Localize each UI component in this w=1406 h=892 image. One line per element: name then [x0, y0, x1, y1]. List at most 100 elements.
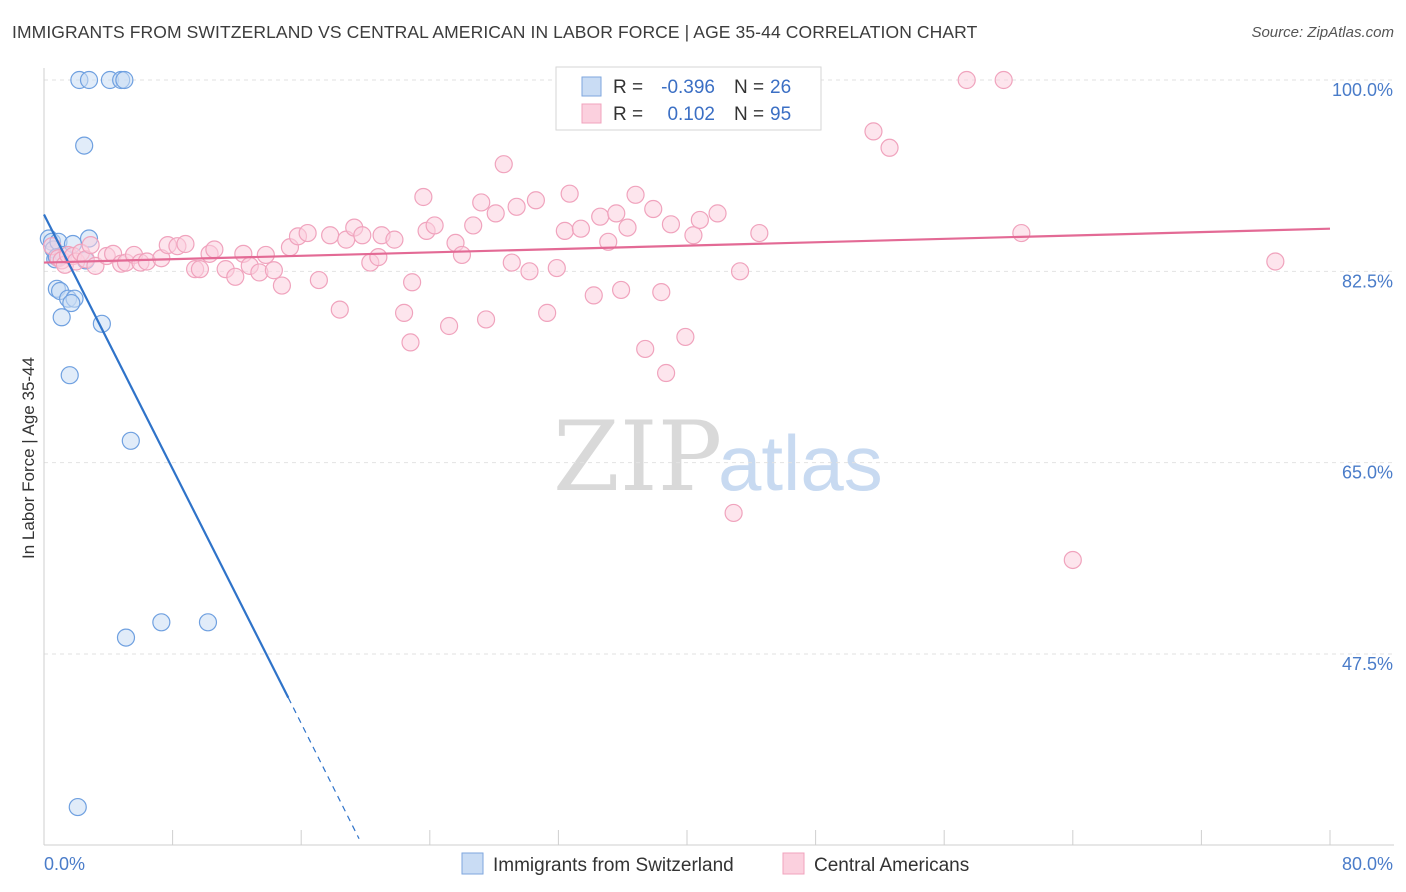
gridlines: [44, 79, 1394, 655]
source-credit: Source: ZipAtlas.com: [1251, 24, 1394, 41]
series-central-points: [42, 70, 1285, 570]
legend-n-label-1: N =: [734, 77, 764, 98]
point-central: [256, 245, 275, 265]
watermark: ZIP atlas: [553, 401, 883, 513]
point-central: [571, 219, 591, 238]
bottom-legend-swatch-switzerland: [461, 852, 484, 875]
point-central: [298, 223, 317, 243]
trendline-switzerland-extension: [287, 697, 360, 840]
point-central: [636, 339, 655, 359]
x-tick-label-max: 80.0%: [1342, 854, 1393, 874]
point-central: [464, 216, 483, 235]
point-central: [880, 138, 899, 157]
point-central: [1266, 252, 1285, 271]
legend-n-label-2: N =: [734, 104, 764, 125]
point-central: [626, 185, 645, 204]
point-central: [520, 262, 539, 281]
point-central: [81, 235, 100, 255]
point-switzerland: [121, 431, 140, 450]
point-central: [750, 223, 769, 243]
point-switzerland: [75, 136, 94, 155]
y-tick-label: 65.0%: [1342, 463, 1393, 483]
legend-r-label-1: R =: [613, 77, 643, 98]
point-central: [644, 199, 663, 219]
chart-title: IMMIGRANTS FROM SWITZERLAND VS CENTRAL A…: [12, 22, 978, 42]
point-central: [957, 70, 976, 90]
x-tick-label-min: 0.0%: [44, 854, 85, 874]
legend-n-value-central: 95: [770, 104, 791, 125]
point-central: [661, 215, 681, 234]
y-axis-label: In Labor Force | Age 35-44: [19, 357, 38, 559]
watermark-zip: ZIP: [553, 401, 722, 513]
point-switzerland: [198, 613, 218, 632]
point-central: [560, 184, 579, 203]
bottom-legend-swatch-central: [782, 852, 805, 875]
point-central: [176, 234, 195, 254]
trendline-central: [43, 227, 1331, 264]
trendline-switzerland: [43, 213, 290, 699]
series-switzerland-points: [39, 70, 218, 817]
point-central: [657, 363, 676, 383]
point-central: [611, 280, 631, 300]
point-central: [486, 204, 505, 223]
point-central: [272, 276, 292, 295]
point-central: [425, 216, 444, 235]
point-central: [226, 267, 245, 286]
point-central: [599, 232, 618, 251]
point-central: [584, 286, 603, 305]
legend-swatch-switzerland: [581, 76, 602, 97]
point-central: [547, 258, 566, 278]
point-central: [494, 155, 513, 174]
point-central: [864, 122, 883, 141]
point-central: [394, 303, 414, 322]
point-switzerland: [52, 308, 71, 327]
point-central: [205, 240, 224, 259]
point-central: [321, 226, 340, 245]
point-central: [403, 273, 422, 292]
point-central: [190, 260, 210, 279]
point-central: [730, 262, 750, 281]
bottom-legend-label-switzerland: Immigrants from Switzerland: [493, 855, 734, 876]
point-central: [1063, 550, 1082, 570]
point-central: [502, 253, 521, 272]
point-central: [652, 283, 671, 302]
point-switzerland: [62, 293, 81, 313]
point-central: [401, 333, 420, 352]
point-central: [414, 187, 433, 207]
point-central: [452, 245, 472, 265]
correlation-legend: R = -0.396 N = 26 R = 0.102 N = 95: [555, 66, 822, 131]
point-switzerland: [115, 70, 134, 90]
legend-r-value-central: 0.102: [667, 104, 715, 125]
point-switzerland: [79, 70, 99, 90]
y-tick-label: 47.5%: [1342, 654, 1393, 674]
point-central: [684, 226, 703, 245]
y-axis-tick-labels: 47.5% 65.0% 82.5% 100.0%: [1332, 80, 1393, 674]
point-central: [555, 221, 574, 240]
legend-n-value-switzerland: 26: [770, 77, 791, 98]
point-central: [507, 197, 526, 216]
point-central: [607, 204, 626, 223]
point-central: [476, 310, 496, 329]
bottom-legend-label-central: Central Americans: [814, 855, 969, 876]
point-central: [264, 261, 283, 280]
point-central: [369, 248, 388, 267]
series-legend: Immigrants from Switzerland Central Amer…: [461, 852, 969, 876]
point-central: [472, 193, 491, 212]
point-switzerland: [60, 366, 79, 385]
x-axis-ticks: [43, 830, 1331, 845]
point-central: [526, 191, 545, 210]
point-central: [690, 210, 709, 230]
point-central: [309, 270, 328, 290]
point-switzerland: [116, 628, 136, 647]
point-central: [538, 303, 557, 322]
point-switzerland: [152, 613, 171, 632]
point-central: [724, 503, 743, 523]
point-central: [708, 204, 727, 223]
y-tick-label: 82.5%: [1342, 271, 1393, 291]
legend-swatch-central: [581, 103, 602, 124]
point-central: [353, 226, 372, 245]
point-central: [676, 327, 695, 347]
point-central: [330, 300, 349, 319]
legend-r-label-2: R =: [613, 104, 643, 125]
